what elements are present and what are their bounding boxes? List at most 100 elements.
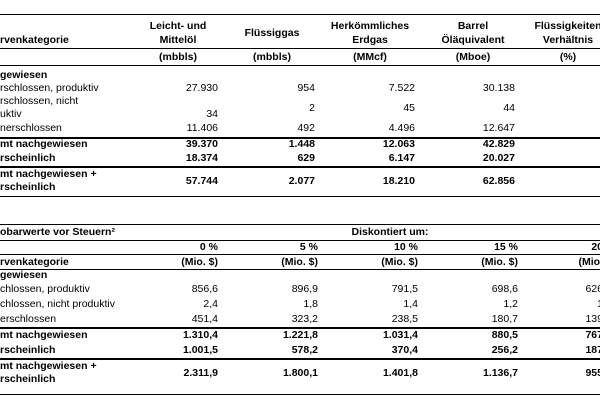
cell-value: 955 [585,366,600,379]
column-header: 10 % [394,241,418,253]
cell-value: 30.138 [482,82,515,94]
row-label: rscheinlich [0,152,56,164]
cell-value: 27.930 [185,82,218,94]
rule [0,137,600,139]
rule [0,14,600,15]
cell-value: 2 [309,102,315,114]
cell-value: 1,8 [303,298,318,310]
cell-value: 1.221,8 [282,329,318,341]
row-label: mt nachgewiesen [0,329,88,341]
rule [0,196,600,197]
cell-value: 256,2 [491,344,518,356]
column-header: rvenkategorie [0,34,69,46]
cell-value: 370,4 [391,344,418,356]
cell-value: 1.448 [288,138,315,150]
row-label: mt nachgewiesen + [0,360,97,372]
row-label: rscheinlich [0,181,56,193]
cell-value: 323,2 [291,313,318,325]
rule [0,358,600,360]
unit: (%) [559,51,577,63]
cell-value: 20.027 [482,152,515,164]
cell-value: 11.406 [186,122,218,134]
row-label: chlossen, produktiv [0,283,90,295]
column-header: rvenkategorie [0,256,69,268]
cell-value: 42.829 [482,138,515,150]
rule [0,166,600,168]
cell-value: 18.374 [185,152,218,164]
cell-value: 1.800,1 [282,366,318,379]
cell-value: 1.310,4 [182,329,218,341]
cell-value: 39.370 [185,138,218,150]
rule [0,327,600,329]
cell-value: 880,5 [491,329,518,341]
column-header: Öläquivalent [441,34,505,46]
cell-value: 12.647 [482,122,515,134]
row-label: mt nachgewiesen [0,138,88,150]
column-header: Verhältnis [542,34,594,46]
cell-value: 1.136,7 [482,366,518,379]
cell-value: 698,6 [491,283,518,295]
row-label: rscheinlich [0,373,56,385]
rule [0,48,600,49]
column-header: Barrel [457,20,489,32]
rule [0,394,600,395]
cell-value: 1,4 [403,298,418,310]
row-label: uktiv [0,108,22,120]
unit: (Mio. $) [381,256,418,268]
column-header: Erdgas [352,34,388,46]
cell-value: 44 [503,102,515,114]
cell-value: 451,4 [191,313,218,325]
cell-value: 856,6 [191,283,218,295]
cell-value: 180,7 [491,313,518,325]
cell-value: 139 [585,313,600,325]
cell-value: 1.001,5 [182,344,218,356]
cell-value: 2.077 [288,174,315,187]
rule [0,269,600,270]
rule [0,254,600,255]
cell-value: 954 [297,82,315,94]
cell-value: 1.401,8 [382,366,418,379]
cell-value: 45 [403,102,415,114]
row-label: rschlossen, nicht [0,95,79,107]
unit: (Mio. $) [281,256,318,268]
unit: (mbbls) [253,51,291,63]
cell-value: 187 [585,344,600,356]
row-label: mt nachgewiesen + [0,168,97,180]
column-header: Mittelöl [159,34,197,46]
row-label: rscheinlich [0,344,56,356]
rule [0,224,600,225]
cell-value: 629 [297,152,315,164]
cell-value: 4.496 [388,122,415,134]
cell-value: 57.744 [185,174,218,187]
unit: (Mio. [578,256,600,268]
cell-value: 12.063 [382,138,415,150]
unit: (Mboe) [455,51,491,63]
cell-value: 6.147 [388,152,415,164]
row-label: rschlossen, produktiv [0,82,99,94]
cell-value: 492 [297,122,315,134]
column-header: 20 [591,241,600,253]
column-header: 0 % [199,241,218,253]
cell-value: 767 [585,329,600,341]
column-header: Flüssigkeiten [534,20,600,32]
column-header: 15 % [494,241,518,253]
cell-value: 626 [585,283,600,295]
row-label: chlossen, nicht produktiv [0,298,115,310]
column-header: Leicht- und [149,20,207,32]
column-header: Flüssiggas [244,27,300,39]
cell-value: 1.031,4 [382,329,418,341]
rule [0,240,600,241]
column-header: 5 % [299,241,318,253]
rule [0,65,600,66]
cell-value: 2.311,9 [183,366,218,379]
row-label: gewiesen [0,269,48,281]
cell-value: 62.856 [482,174,515,187]
table-title: obarwerte vor Steuern² [0,226,115,238]
unit: (MMcf) [353,51,387,63]
cell-value: 7.522 [388,82,415,94]
row-label: nerschlossen [0,122,62,134]
cell-value: 896,9 [291,283,318,295]
cell-value: 1 [597,298,600,310]
cell-value: 578,2 [291,344,318,356]
